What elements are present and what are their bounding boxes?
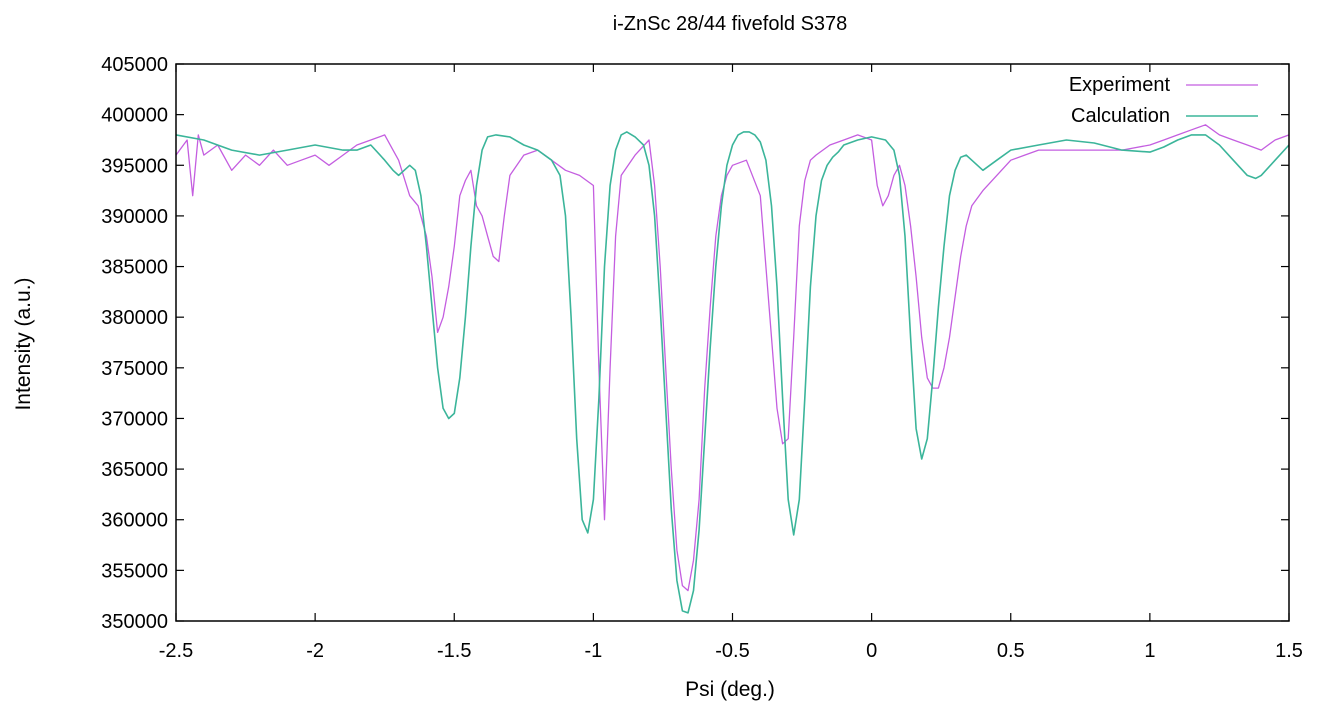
legend-label-experiment: Experiment — [1069, 74, 1171, 96]
x-tick-label: -1 — [584, 640, 602, 662]
x-tick-label: -2 — [306, 640, 324, 662]
x-tick-label: -1.5 — [437, 640, 471, 662]
y-tick-label: 405000 — [101, 54, 168, 76]
x-tick-label: -0.5 — [715, 640, 749, 662]
chart-title: i-ZnSc 28/44 fivefold S378 — [613, 13, 848, 35]
y-tick-label: 355000 — [101, 560, 168, 582]
series-layer — [176, 124, 1289, 614]
y-tick-label: 360000 — [101, 510, 168, 532]
y-tick-label: 385000 — [101, 257, 168, 279]
y-tick-label: 350000 — [101, 611, 168, 633]
x-tick-label: 1.5 — [1275, 640, 1303, 662]
series-line-calculation — [176, 131, 1289, 614]
y-tick-label: 370000 — [101, 408, 168, 430]
y-tick-label: 380000 — [101, 307, 168, 329]
ticks-layer: -2.5 -2 -1.5 -1 -0.5 0 0.5 1 1.5 350000 355000 3600… — [101, 54, 1303, 662]
y-tick-label: 395000 — [101, 155, 168, 177]
y-tick-label: 375000 — [101, 358, 168, 380]
y-tick-label: 390000 — [101, 206, 168, 228]
y-tick-label: 400000 — [101, 105, 168, 127]
x-tick-label: 0.5 — [997, 640, 1025, 662]
x-tick-label: 1 — [1144, 640, 1155, 662]
y-axis-label: Intensity (a.u.) — [12, 277, 35, 410]
series-line-experiment — [176, 124, 1289, 592]
legend-label-calculation: Calculation — [1071, 105, 1170, 127]
x-axis-label: Psi (deg.) — [685, 678, 775, 701]
y-tick-label: 365000 — [101, 459, 168, 481]
x-tick-label: 0 — [866, 640, 877, 662]
legend: Experiment Calculation — [1069, 74, 1258, 127]
x-tick-label: -2.5 — [159, 640, 193, 662]
